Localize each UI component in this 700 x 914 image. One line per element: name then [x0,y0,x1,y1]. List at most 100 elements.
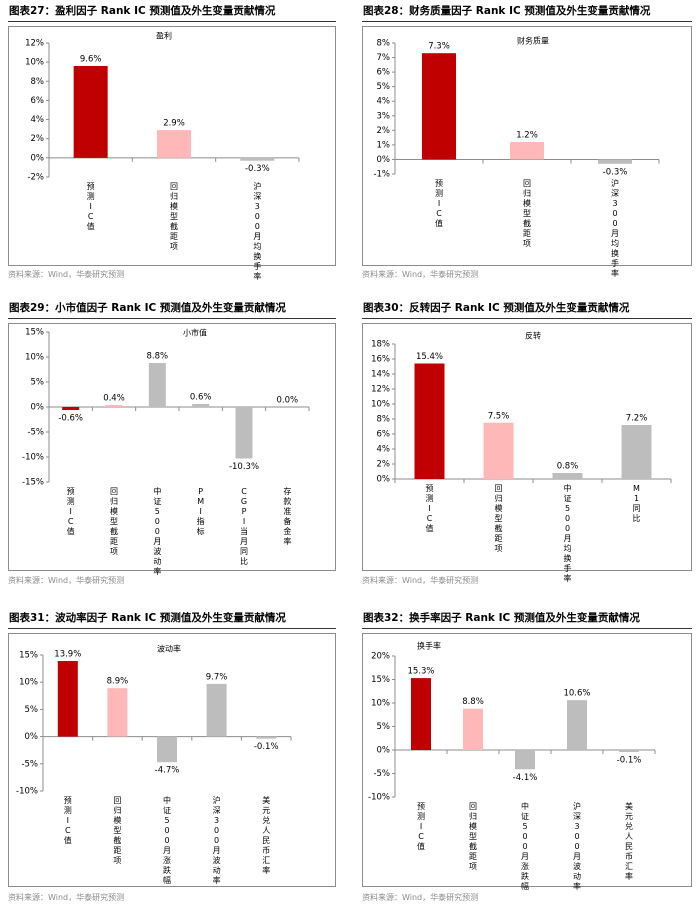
bar [256,736,277,739]
figure-label: 图表30： [363,302,410,314]
chart-panel-27: 图表27：盈利因子 Rank IC 预测值及外生变量贡献情况 盈利 -2% 0% 2%… [8,2,336,285]
source-note: 资料来源：Wind，华泰研究预测 [8,893,125,902]
data-label: 2.9% [163,119,185,129]
figure-title-text: 波动率因子 Rank IC 预测值及外生变量贡献情况 [55,612,286,624]
y-tick-label: 10% [25,353,44,363]
data-label: 8.8% [462,697,484,707]
y-tick-label: -5% [21,759,38,769]
bar [463,708,483,750]
y-tick-label: -2% [27,173,44,183]
data-label: 0.6% [190,393,212,403]
y-tick-label: 8% [31,77,45,87]
data-label: 15.4% [416,352,443,362]
bar [57,660,78,737]
y-tick-label: 0% [31,153,45,163]
x-tick-label: 美元兑人民币汇率 [625,801,633,881]
figure-label: 图表29： [9,302,56,314]
data-label: -0.6% [58,414,83,424]
data-label: 10.6% [563,689,590,699]
chart-frame: 反转 0% 2% 4% 6% 8% 10% 12% 14% 16% 18% 15.4% 预测 I C 值 7.5… [362,323,692,583]
y-tick-label: 8% [377,39,391,49]
figure-title: 图表28：财务质量因子 Rank IC 预测值及外生变量贡献情况 [362,2,650,20]
x-tick-label: 回归模型截距项 [110,487,118,556]
bar [515,750,535,770]
figure-title: 图表27：盈利因子 Rank IC 预测值及外生变量贡献情况 [8,2,275,20]
x-tick-label: 中证 5 0 0 月波动率 [153,486,161,576]
bar [157,736,177,763]
chart-title: 财务质量 [517,36,549,46]
x-tick-label: 回归模型截距项 [523,179,531,248]
y-tick-label: 10% [19,678,38,688]
figure-title: 图表31：波动率因子 Rank IC 预测值及外生变量贡献情况 [8,609,286,627]
data-label: -0.1% [617,756,642,766]
y-tick-label: 4% [377,445,391,455]
y-tick-label: 4% [377,97,391,107]
data-label: -0.3% [245,164,270,174]
x-tick-label: 沪深 3 0 0 月波动率 [573,801,581,891]
x-tick-label: P M I 指标 [197,487,205,536]
x-tick-label: 存款准备金率 [283,486,291,546]
y-tick-label: 0% [377,155,391,165]
chart-panel-30: 图表30：反转因子 Rank IC 预测值及外生变量贡献情况 反转 0% 2% 4% 6… [362,299,692,589]
data-label: 7.3% [428,42,450,52]
bar [235,407,253,459]
x-tick-label: 回归模型截距项 [170,182,178,251]
data-label: -4.7% [155,766,180,776]
data-label: -0.3% [603,167,628,177]
x-tick-label: 回归模型截距项 [113,796,121,865]
data-label: 1.2% [516,130,538,140]
y-tick-label: 14% [371,370,390,380]
bar [411,678,431,750]
figure-title-text: 盈利因子 Rank IC 预测值及外生变量贡献情况 [55,5,276,17]
figure-label: 图表28： [363,5,410,17]
y-tick-label: 6% [31,96,45,106]
data-label: 15.3% [407,667,434,677]
bar-chart: 盈利 -2% 0% 2% 4% 6% 8% 10% 12% 9.6% 预测 I C 值 2.9% 回归模型截距… [25,31,300,281]
data-label: 8.9% [107,677,129,687]
y-tick-label: 6% [377,68,391,78]
y-tick-label: -10% [22,453,44,463]
bar [157,130,191,158]
data-label: -10.3% [229,462,259,472]
y-tick-label: -5% [27,428,44,438]
x-tick-label: 沪深 3 0 0 月均换手率 [253,181,261,281]
bar [414,363,445,479]
y-tick-label: -1% [373,170,390,180]
x-tick-label: 美元兑人民币汇率 [262,795,270,875]
bar [148,363,166,407]
bar [483,422,514,479]
y-tick-label: 2% [31,134,45,144]
y-tick-label: 5% [31,378,45,388]
data-label: 0.8% [557,462,579,472]
bar [105,405,123,407]
chart-panel-31: 图表31：波动率因子 Rank IC 预测值及外生变量贡献情况 波动率 -10% -… [8,609,336,909]
data-label: 9.6% [80,54,102,64]
figure-title-text: 换手率因子 Rank IC 预测值及外生变量贡献情况 [409,612,640,624]
chart-frame: 盈利 -2% 0% 2% 4% 6% 8% 10% 12% 9.6% 预测 I C 值 2.9% 回归模型截距… [8,26,336,281]
chart-panel-32: 图表32：换手率因子 Rank IC 预测值及外生变量贡献情况 换手率 -10% -… [362,609,692,909]
x-tick-label: 中证 5 0 0 月均换手率 [564,483,572,583]
x-tick-label: 沪深 3 0 0 月均换手率 [611,178,619,278]
figure-title: 图表30：反转因子 Rank IC 预测值及外生变量贡献情况 [362,299,629,317]
chart-title: 波动率 [157,644,181,654]
data-label: 7.5% [488,411,510,421]
y-tick-label: 15% [25,328,44,338]
y-tick-label: 4% [31,115,45,125]
x-tick-label: 沪深 3 0 0 月波动率 [213,795,221,885]
y-tick-label: 6% [377,430,391,440]
bar [567,700,587,750]
data-label: -0.1% [254,742,279,752]
figure-label: 图表31： [9,612,56,624]
data-label: -4.1% [513,773,538,783]
source-note: 资料来源：Wind，华泰研究预测 [362,270,479,279]
chart-frame: 小市值 -15% -10% -5% 0% 5% 10% 15% -0.6% 预测 I C 值 0.4% 回归… [8,323,336,576]
x-tick-label: 预测 I C 值 [87,181,95,231]
title-rule [8,318,336,319]
x-tick-label: C G P I 当月同比 [240,487,248,566]
x-tick-label: 中证 5 0 0 月涨跌幅 [521,801,529,891]
source-note: 资料来源：Wind，华泰研究预测 [8,270,125,279]
bar [422,53,456,160]
x-tick-label: 回归模型截距项 [495,484,503,553]
data-label: 7.2% [626,414,648,424]
bar [62,407,80,410]
